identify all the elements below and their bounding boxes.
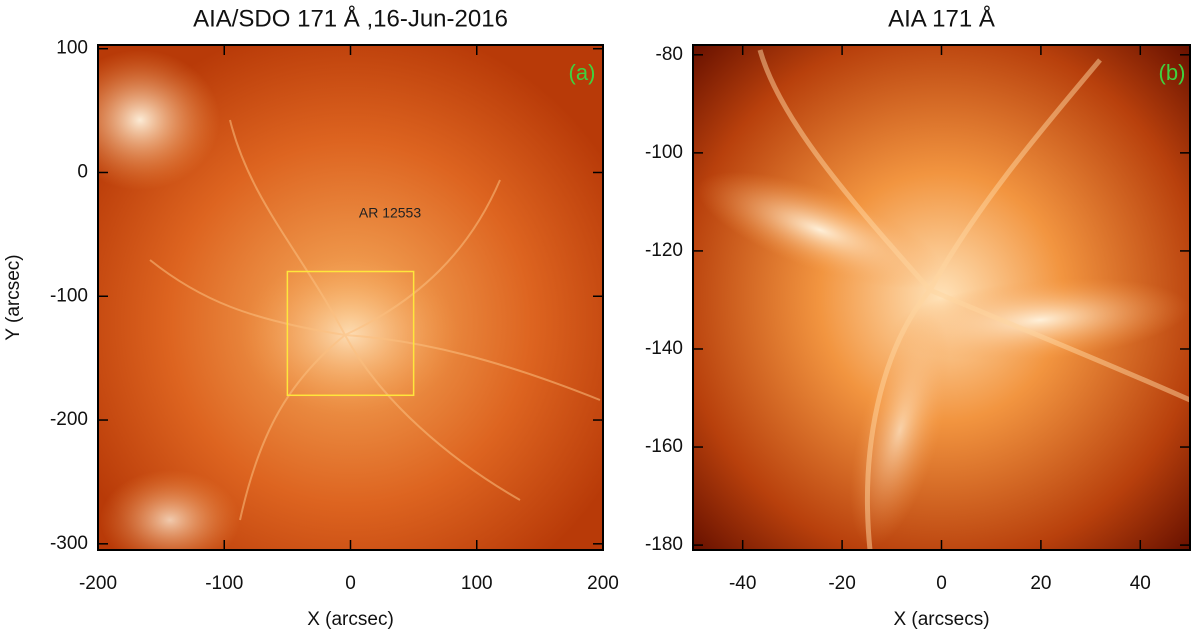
y-axis-label: Y (arcsec)	[3, 254, 24, 340]
annotation: AR 12553	[359, 205, 421, 221]
x-tick-label: -200	[79, 573, 117, 594]
panel-label: (a)	[569, 60, 596, 85]
y-tick-label: -200	[50, 409, 88, 430]
y-tick-label: -300	[50, 533, 88, 554]
x-axis-label: X (arcsec)	[307, 609, 394, 630]
y-tick-label: -100	[645, 142, 683, 163]
x-axis-label: X (arcsecs)	[893, 609, 989, 630]
x-tick-label: 200	[587, 573, 619, 594]
zoom-box	[286, 270, 415, 397]
x-tick-label: -100	[205, 573, 243, 594]
y-tick-label: -120	[645, 240, 683, 261]
y-tick-label: -180	[645, 534, 683, 555]
panel-label: (b)	[1159, 60, 1186, 85]
y-tick-label: -80	[656, 44, 683, 65]
x-tick-label: 100	[461, 573, 493, 594]
x-tick-label: 0	[936, 573, 947, 594]
x-tick-label: -40	[729, 573, 756, 594]
y-tick-label: -100	[50, 285, 88, 306]
x-tick-label: 0	[345, 573, 356, 594]
x-tick-label: 40	[1130, 573, 1151, 594]
solar-image-a	[98, 45, 603, 550]
chart-title: AIA/SDO 171 Å ,16-Jun-2016	[193, 4, 508, 32]
solar-image-b	[693, 45, 1190, 550]
y-tick-label: -160	[645, 436, 683, 457]
x-tick-label: -20	[828, 573, 855, 594]
x-tick-label: 20	[1030, 573, 1051, 594]
y-tick-label: 100	[56, 38, 88, 59]
chart-title: AIA 171 Å	[888, 4, 995, 32]
y-tick-label: -140	[645, 338, 683, 359]
y-tick-label: 0	[77, 162, 88, 183]
